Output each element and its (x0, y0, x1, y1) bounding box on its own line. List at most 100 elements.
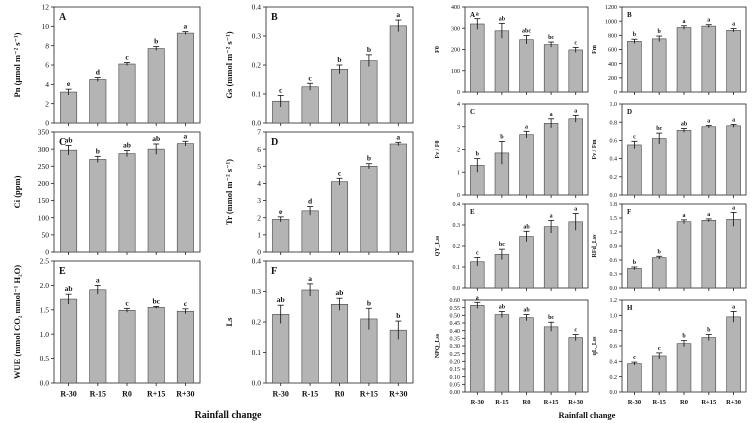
bar (651, 355, 667, 393)
significance-letter: b (658, 29, 662, 35)
significance-letter: a (732, 117, 735, 123)
y-tick-label: 2 (457, 148, 460, 154)
x-tick-label: R-30 (60, 390, 76, 399)
significance-letter: c (125, 53, 129, 62)
significance-letter: b (367, 298, 371, 307)
x-tick-label: R0 (680, 399, 688, 406)
y-tick-label: 0.6 (610, 344, 618, 350)
significance-letter: ab (123, 141, 131, 150)
y-tick-label: 0.00 (450, 390, 461, 396)
y-tick-label: 8 (45, 41, 49, 50)
bar (543, 44, 559, 93)
significance-letter: ab (65, 284, 73, 293)
y-tick-label: 1 (457, 170, 460, 176)
left-xlabel: Rainfall change (195, 410, 263, 421)
y-tick-label: 800 (608, 33, 617, 39)
bar (701, 126, 717, 196)
significance-letter: a (683, 213, 686, 219)
bar (389, 143, 407, 253)
y-axis-label: Gs (mmol m⁻² s⁻¹) (224, 31, 234, 98)
bar (627, 268, 642, 289)
bar (568, 118, 583, 196)
significance-letter: c (633, 134, 636, 140)
y-tick-label: 3 (457, 125, 460, 131)
y-tick-label: 4 (45, 80, 49, 89)
bar (272, 219, 290, 253)
y-tick-label: 0.3 (453, 223, 461, 229)
y-tick-label: 0 (457, 193, 460, 199)
bar (301, 86, 319, 124)
y-axis-label: WUE (mmol CO₂ mmol⁻¹ H₂O) (12, 265, 22, 379)
bar (89, 159, 107, 253)
x-tick-label: R+30 (568, 399, 583, 406)
significance-letter: a (396, 132, 400, 141)
y-tick-label: 1.0 (610, 102, 618, 108)
significance-letter: a (707, 212, 710, 218)
significance-letter: ab (336, 288, 344, 297)
y-tick-label: 50 (42, 230, 50, 239)
significance-letter: a (683, 19, 686, 25)
significance-letter: a (96, 275, 100, 284)
bar (627, 363, 642, 393)
panel-rg: G0.000.050.100.150.200.250.300.350.400.4… (435, 295, 589, 406)
panel-label: A (59, 12, 67, 23)
bar (118, 309, 136, 384)
significance-letter: a (574, 108, 577, 114)
panel-ra: A 0 100 200 300 400 F0 a ab abc bc c (435, 5, 589, 96)
significance-letter: c (633, 355, 636, 361)
y-tick-label: 300 (451, 26, 460, 32)
bar (676, 130, 692, 196)
right-xlabel: Rainfall change (559, 410, 616, 420)
panel-c: C 0 50 100 150 200 250 300 350 Ci (ppm) ab b ab ab a (12, 128, 201, 257)
significance-letter: a (732, 305, 735, 311)
significance-letter: a (525, 124, 528, 130)
y-axis-label: Pn (μmol m⁻² s⁻¹) (12, 32, 22, 97)
x-tick-label: R+15 (544, 399, 560, 406)
bar (118, 153, 136, 253)
bar (651, 38, 667, 93)
y-tick-label: 3 (257, 196, 261, 205)
bar (568, 221, 583, 289)
y-tick-label: 300 (38, 145, 50, 154)
x-tick-label: R-15 (90, 390, 106, 399)
significance-letter: ab (65, 135, 73, 144)
bar (176, 32, 194, 124)
panel-a: A 0 2 4 6 8 10 12 Pn (μmol m⁻² s⁻¹) e d c b a (12, 3, 201, 128)
y-axis-label: QY_Lss (435, 235, 441, 256)
significance-letter: a (184, 22, 188, 31)
y-tick-label: 4 (257, 179, 261, 188)
y-tick-label: 0 (457, 90, 460, 96)
y-tick-label: 4 (457, 102, 460, 108)
y-tick-label: 200 (451, 48, 460, 54)
panel-label: C (470, 108, 475, 116)
x-tick-label: R0 (523, 399, 531, 406)
y-tick-label: 400 (451, 5, 460, 11)
bar (494, 30, 510, 93)
bar (147, 307, 165, 384)
bar (330, 181, 349, 253)
bar (726, 30, 741, 93)
y-tick-label: 0.50 (450, 313, 461, 319)
y-axis-label: Fv / F0 (435, 141, 441, 159)
bar (360, 165, 378, 253)
y-tick-label: 0.5 (40, 354, 50, 363)
panel-label: D (627, 108, 632, 116)
bar (568, 49, 583, 93)
x-tick-label: R+15 (147, 390, 165, 399)
y-tick-label: 0.0 (610, 390, 618, 396)
bar (651, 138, 667, 196)
y-tick-label: 1.5 (40, 305, 50, 314)
y-axis-label: RFd_Lss (592, 234, 598, 258)
y-tick-label: 0.8 (610, 329, 618, 335)
bar (494, 314, 510, 393)
x-tick-label: R-30 (471, 399, 484, 406)
significance-letter: a (396, 10, 400, 19)
bar (301, 289, 319, 384)
significance-letter: a (476, 12, 479, 18)
significance-letter: c (574, 40, 577, 46)
bar (470, 23, 485, 93)
bar (651, 257, 667, 289)
significance-letter: c (184, 299, 188, 308)
panel-label: C (59, 137, 66, 148)
bar (676, 221, 692, 289)
